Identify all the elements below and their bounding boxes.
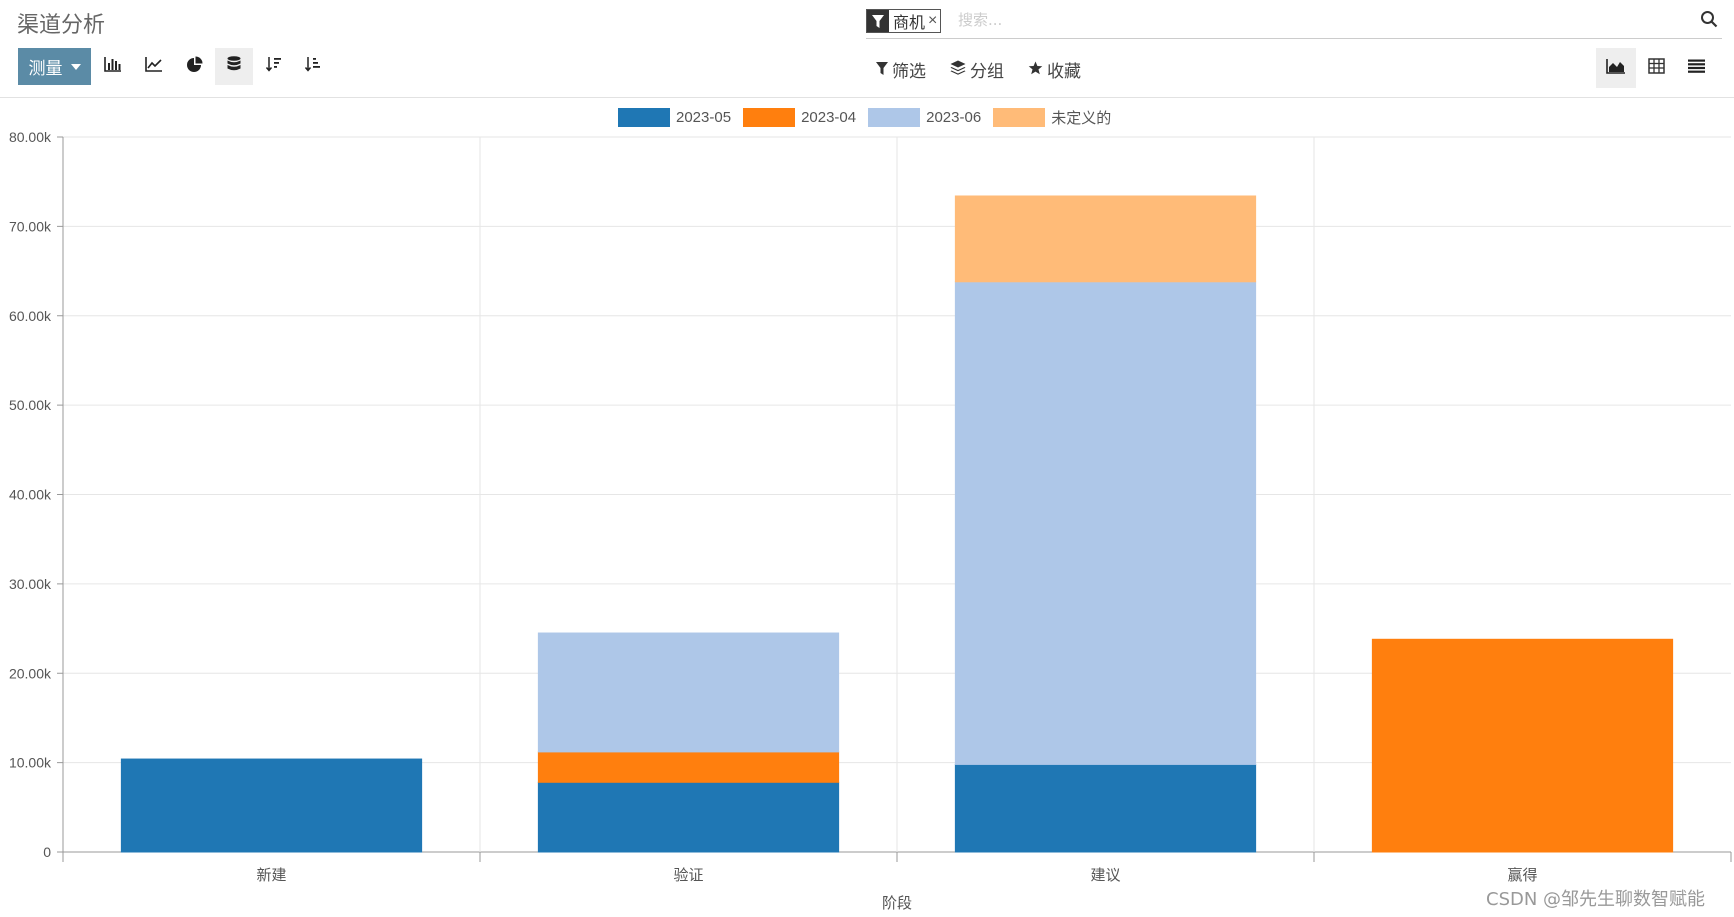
x-axis-title: 阶段 bbox=[882, 894, 912, 912]
sort-ascending-icon bbox=[304, 56, 321, 77]
measure-dropdown-button[interactable]: 测量 bbox=[18, 48, 91, 85]
database-stack-icon bbox=[227, 56, 241, 77]
y-tick-label: 30.00k bbox=[9, 576, 52, 592]
legend-swatch bbox=[618, 108, 670, 127]
legend-item[interactable]: 2023-05 bbox=[618, 107, 731, 128]
page-title: 渠道分析 bbox=[17, 13, 106, 38]
watermark: CSDN @邹先生聊数智赋能 bbox=[1486, 889, 1706, 910]
area-chart-icon bbox=[1606, 58, 1626, 79]
pivot-view-button[interactable] bbox=[1636, 48, 1676, 88]
legend-item[interactable]: 未定义的 bbox=[993, 107, 1111, 128]
bar-segment[interactable] bbox=[537, 751, 840, 783]
bar-segment[interactable] bbox=[954, 763, 1257, 853]
filter-icon bbox=[867, 10, 889, 32]
y-tick-label: 20.00k bbox=[9, 665, 52, 681]
pie-chart-button[interactable] bbox=[175, 48, 213, 85]
stacked-bar-chart: 0 10.00k 20.00k 30.00k 40.00k 50.00k 60.00k 70.… bbox=[9, 129, 1732, 912]
graph-view-button[interactable] bbox=[1596, 48, 1636, 88]
bar-segment[interactable] bbox=[537, 781, 840, 853]
y-tick-label: 50.00k bbox=[9, 397, 52, 413]
bar-segment[interactable] bbox=[120, 758, 423, 853]
x-tick-label: 新建 bbox=[256, 866, 286, 884]
toolbar-divider bbox=[0, 97, 1734, 98]
y-tick-label: 70.00k bbox=[9, 218, 52, 234]
y-tick-label: 0 bbox=[43, 844, 51, 860]
bar-segment[interactable] bbox=[1371, 638, 1674, 853]
bar-chart-button[interactable] bbox=[94, 48, 132, 85]
y-tick-label: 10.00k bbox=[9, 755, 52, 771]
sort-descending-icon bbox=[265, 56, 282, 77]
legend-item[interactable]: 2023-06 bbox=[868, 107, 981, 128]
legend-label: 未定义的 bbox=[1051, 110, 1112, 127]
search-input[interactable] bbox=[956, 10, 1660, 30]
bar-segment[interactable] bbox=[537, 632, 840, 753]
bar-segment[interactable] bbox=[954, 195, 1257, 283]
x-tick-label: 建议 bbox=[1090, 866, 1120, 884]
y-tick-label: 40.00k bbox=[9, 487, 52, 503]
favorites-menu-label: 收藏 bbox=[1047, 62, 1081, 82]
search-options: 筛选 分组 收藏 bbox=[876, 57, 1081, 82]
bar-chart-icon bbox=[104, 56, 122, 77]
list-icon bbox=[1687, 59, 1705, 78]
filter-menu-button[interactable]: 筛选 bbox=[876, 57, 926, 82]
chart-legend: 2023-05 2023-04 2023-06 未定义的 bbox=[618, 107, 1111, 128]
y-tick-label: 80.00k bbox=[9, 129, 52, 145]
table-icon bbox=[1647, 57, 1665, 79]
line-chart-button[interactable] bbox=[135, 48, 173, 85]
legend-item[interactable]: 2023-04 bbox=[743, 107, 856, 128]
bar-segment[interactable] bbox=[954, 281, 1257, 765]
group-by-menu-label: 分组 bbox=[970, 62, 1004, 82]
list-view-button[interactable] bbox=[1676, 48, 1716, 88]
legend-swatch bbox=[743, 108, 796, 127]
star-icon bbox=[1028, 60, 1043, 80]
favorites-menu-button[interactable]: 收藏 bbox=[1028, 57, 1081, 82]
sort-ascending-button[interactable] bbox=[294, 48, 332, 85]
layers-icon bbox=[950, 60, 966, 80]
search-facet-remove-button[interactable]: × bbox=[928, 12, 938, 29]
legend-swatch bbox=[868, 108, 921, 127]
legend-label: 2023-05 bbox=[676, 109, 732, 126]
sort-descending-button[interactable] bbox=[255, 48, 293, 85]
pie-chart-icon bbox=[186, 56, 203, 78]
legend-label: 2023-06 bbox=[926, 109, 982, 126]
search-facet: 商机 × bbox=[866, 9, 942, 33]
x-tick-label: 赢得 bbox=[1507, 866, 1537, 884]
legend-label: 2023-04 bbox=[801, 109, 857, 126]
x-tick-label: 验证 bbox=[673, 866, 703, 884]
search-bar: 商机 × bbox=[866, 6, 1722, 39]
line-chart-icon bbox=[145, 56, 163, 77]
group-by-menu-button[interactable]: 分组 bbox=[950, 57, 1004, 82]
search-facet-label: 商机 bbox=[893, 13, 926, 32]
filter-menu-label: 筛选 bbox=[892, 62, 926, 82]
search-icon[interactable] bbox=[1700, 10, 1722, 32]
stacked-button[interactable] bbox=[215, 48, 253, 85]
caret-down-icon bbox=[70, 63, 81, 70]
filter-icon bbox=[876, 60, 888, 80]
y-tick-label: 60.00k bbox=[9, 308, 52, 324]
legend-swatch bbox=[993, 108, 1046, 127]
measure-label: 测量 bbox=[28, 59, 63, 79]
